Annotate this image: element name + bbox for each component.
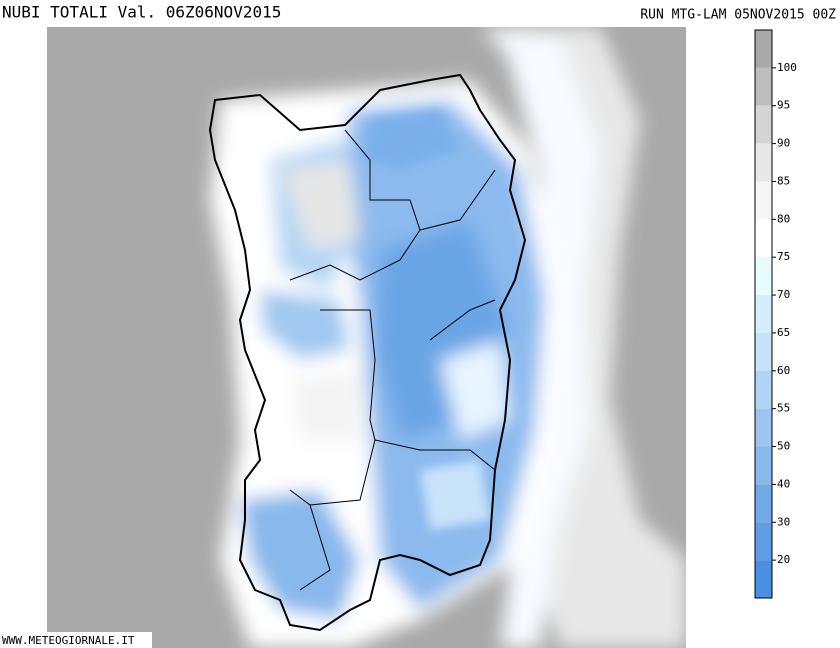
colorbar-label: 50 <box>777 440 790 453</box>
colorbar-swatch <box>755 219 772 258</box>
cloud-detail <box>365 110 490 530</box>
colorbar-swatch <box>755 30 772 68</box>
map-title: NUBI TOTALI Val. 06Z06NOV2015 <box>2 3 281 22</box>
colorbar-label: 40 <box>777 477 790 490</box>
colorbar-swatch <box>755 181 772 220</box>
colorbar-label: 95 <box>777 99 790 112</box>
map <box>47 27 686 648</box>
colorbar-swatch <box>755 67 772 106</box>
colorbar-label: 70 <box>777 288 790 301</box>
colorbar: 100 95 90 85 80 75 70 65 60 55 50 40 30 20 <box>754 29 797 599</box>
run-label: RUN MTG-LAM 05NOV2015 00Z <box>640 8 836 23</box>
colorbar-label: 20 <box>777 553 790 566</box>
footer-box <box>0 632 152 648</box>
colorbar-swatch <box>755 295 772 333</box>
colorbar-label: 90 <box>777 137 790 150</box>
colorbar-swatch <box>755 484 772 523</box>
colorbar-swatch <box>755 370 772 409</box>
colorbar-swatch <box>755 257 772 296</box>
colorbar-swatch <box>755 143 772 182</box>
colorbar-label: 60 <box>777 364 790 377</box>
colorbar-label: 65 <box>777 326 790 339</box>
colorbar-label: 100 <box>777 61 797 74</box>
coastline <box>208 73 527 632</box>
colorbar-label: 80 <box>777 212 790 225</box>
colorbar-label: 75 <box>777 250 790 263</box>
province-borders <box>289 129 496 591</box>
colorbar-swatch <box>755 332 772 371</box>
colorbar-swatch <box>755 560 772 598</box>
colorbar-frame <box>754 29 773 599</box>
colorbar-swatch <box>755 105 772 144</box>
colorbar-label: 55 <box>777 402 790 415</box>
colorbar-swatch <box>755 522 772 561</box>
colorbar-label: 30 <box>777 515 790 528</box>
colorbar-swatch <box>755 408 772 447</box>
colorbar-label: 85 <box>777 174 790 187</box>
footer-url: WWW.METEOGIORNALE.IT <box>2 634 135 647</box>
colorbar-swatch <box>755 446 772 485</box>
